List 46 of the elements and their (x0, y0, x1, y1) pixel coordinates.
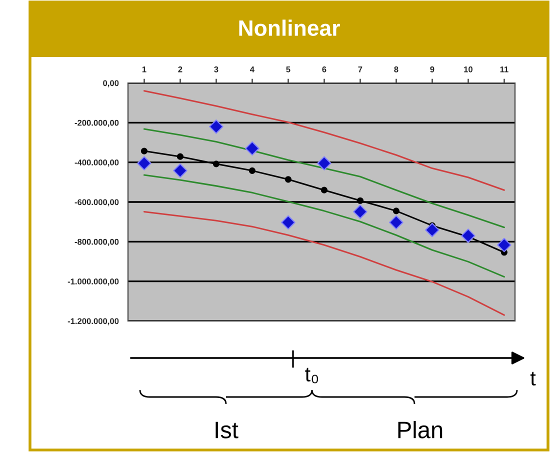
point (317, 156, 332, 170)
chart-title: Nonlinear (239, 20, 340, 36)
point (497, 238, 512, 252)
x-tick-label: 6 (322, 66, 326, 72)
x-tick-label: 3 (214, 66, 218, 72)
point (389, 215, 404, 230)
y-tick-label: -600.000,00 (74, 199, 119, 206)
point (356, 197, 364, 204)
point (137, 156, 152, 170)
y-tick-label: -200.000,00 (74, 120, 119, 127)
line-series (143, 90, 505, 191)
x-tick-label: 11 (500, 66, 508, 72)
point (461, 228, 476, 243)
x-tick-label: 8 (394, 66, 398, 72)
x-tick-label: 4 (250, 66, 254, 72)
x-tick-label: 7 (358, 66, 362, 72)
point (353, 204, 368, 219)
text: t₀ (305, 368, 318, 384)
x-tick-label: 2 (178, 66, 182, 72)
point (320, 186, 328, 194)
text: t (530, 372, 536, 386)
point (284, 176, 292, 183)
point (209, 119, 224, 134)
point (173, 164, 188, 178)
point (248, 167, 256, 174)
point (245, 141, 260, 156)
point (281, 215, 296, 230)
y-tick-label: -400.000,00 (74, 160, 119, 167)
y-tick-label: -800.000,00 (74, 238, 119, 246)
x-tick-label: 1 (142, 66, 146, 72)
text: Ist (216, 422, 238, 438)
y-tick-label: -1.000.000,00 (68, 278, 119, 286)
point (176, 153, 184, 160)
point (212, 160, 220, 168)
text: Plan (398, 420, 442, 438)
point (140, 148, 148, 154)
x-tick-label: 5 (286, 66, 290, 72)
line-series (143, 210, 505, 316)
y-tick-label: -1.200.000,00 (68, 318, 119, 326)
line-series (143, 174, 505, 278)
line-series (143, 128, 505, 228)
x-tick-label: 10 (464, 66, 472, 72)
x-tick-label: 9 (430, 66, 434, 72)
point (392, 208, 400, 214)
y-tick-label: 0,00 (103, 80, 119, 88)
point (425, 222, 440, 238)
